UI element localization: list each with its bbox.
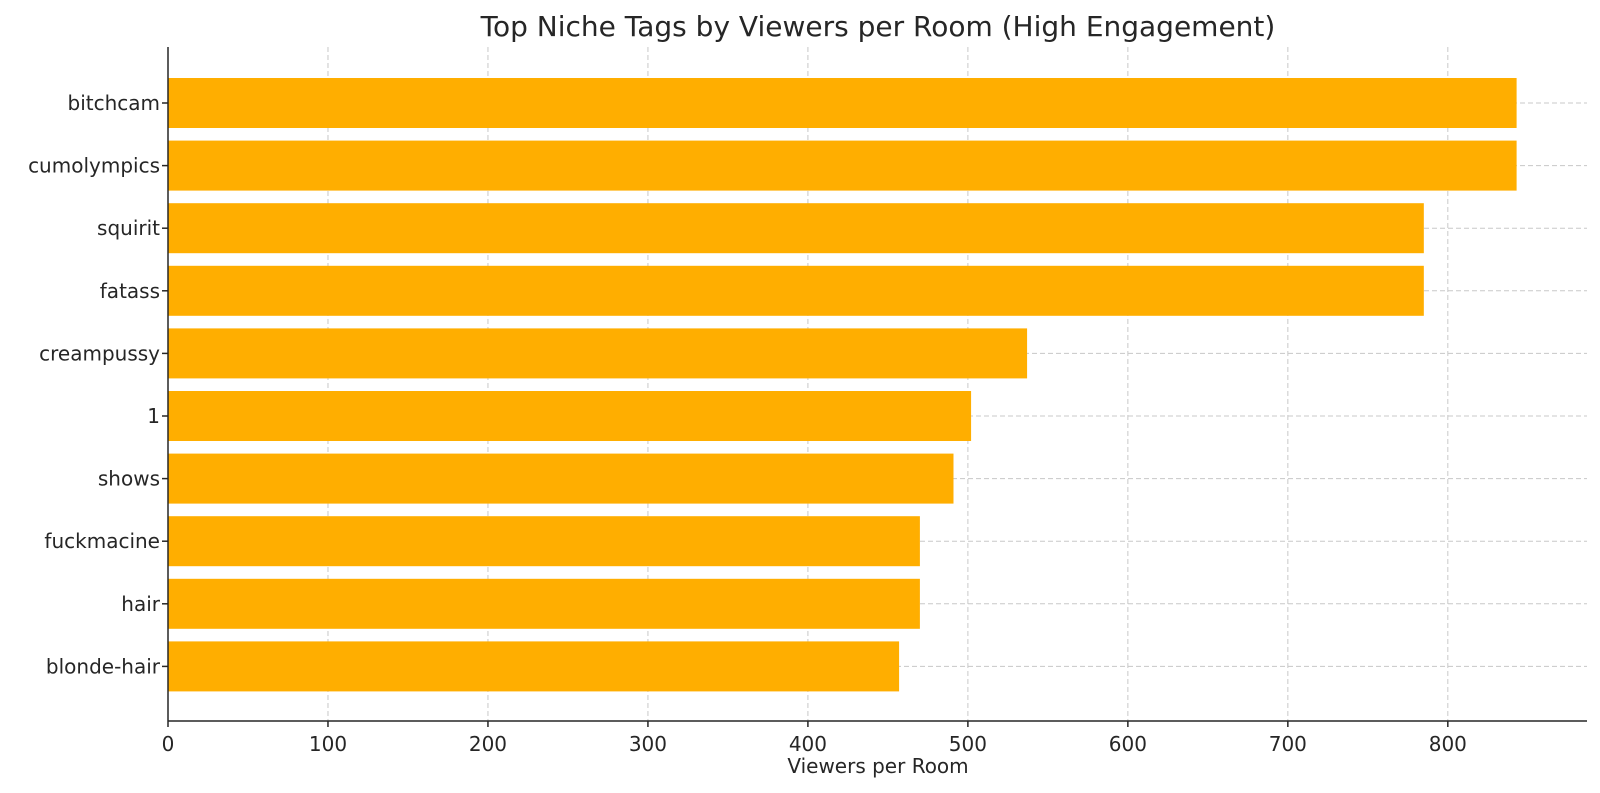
x-tick-label: 600 — [1109, 732, 1147, 756]
x-tick-label: 400 — [789, 732, 827, 756]
x-tick-label: 200 — [469, 732, 507, 756]
x-tick-label: 500 — [949, 732, 987, 756]
bar — [168, 140, 1517, 191]
bar — [168, 453, 954, 504]
x-tick-label: 700 — [1269, 732, 1307, 756]
x-tick-label: 0 — [162, 732, 175, 756]
y-tick-label: cumolympics — [28, 154, 160, 178]
y-tick-label: hair — [121, 592, 160, 616]
y-tick-labels: bitchcam cumolympics squirit fatass creampus… — [28, 91, 168, 678]
axes — [167, 47, 1587, 722]
bar — [168, 578, 920, 629]
bar — [168, 391, 972, 441]
y-tick-label: fuckmacine — [44, 529, 160, 553]
x-tick-label: 300 — [629, 732, 667, 756]
bar — [168, 641, 900, 692]
y-tick-label: blonde-hair — [46, 654, 161, 678]
y-tick-label: bitchcam — [68, 91, 161, 115]
y-tick-label: squirit — [97, 216, 160, 240]
y-tick-label: creampussy — [39, 341, 160, 365]
bar — [168, 328, 1028, 379]
bar — [168, 265, 1424, 316]
bar — [168, 78, 1517, 128]
x-tick-labels: 0 100 200 300 400 500 600 700 800 — [162, 721, 1467, 756]
y-tick-label: fatass — [100, 279, 160, 303]
y-tick-label: shows — [98, 467, 160, 491]
bar — [168, 203, 1424, 254]
bar — [168, 516, 920, 567]
y-tick-label: 1 — [147, 404, 160, 428]
x-axis-label: Viewers per Room — [787, 754, 968, 778]
chart-title: Top Niche Tags by Viewers per Room (High… — [480, 10, 1276, 43]
x-tick-label: 800 — [1429, 732, 1467, 756]
bars — [168, 78, 1517, 692]
x-tick-label: 100 — [309, 732, 347, 756]
